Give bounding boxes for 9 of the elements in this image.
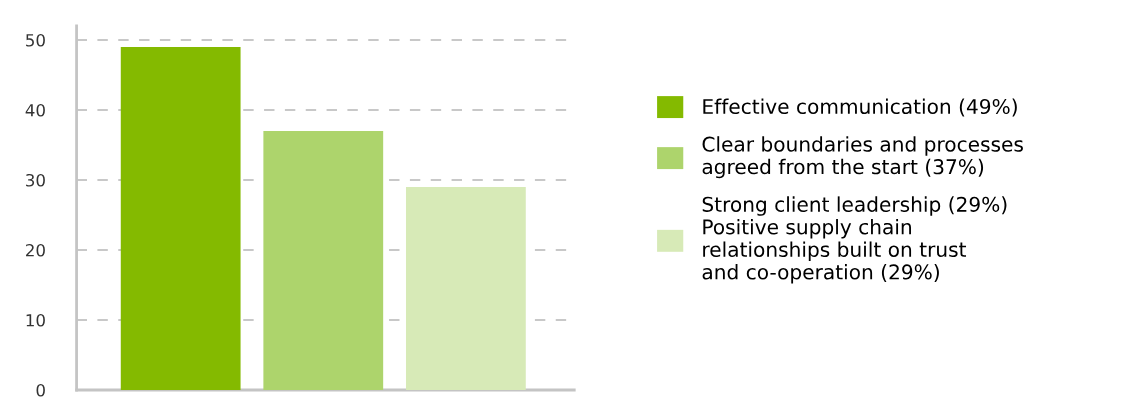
y-tick-label: 50 <box>26 33 45 47</box>
legend-label: Strong client leadership (29%) Positive supply chain relationships built on trust and co-operation (29%) <box>702 196 1007 284</box>
y-tick-label: 20 <box>26 243 45 257</box>
y-tick-label: 10 <box>26 313 45 327</box>
y-tick-label: 0 <box>36 383 45 397</box>
y-tick-label: 30 <box>26 173 45 187</box>
legend-label: Clear boundaries and processes agreed from the start (37%) <box>702 136 1023 179</box>
y-tick-label: 40 <box>25 103 45 117</box>
legend-label: Effective communication (49%) <box>703 98 1017 117</box>
